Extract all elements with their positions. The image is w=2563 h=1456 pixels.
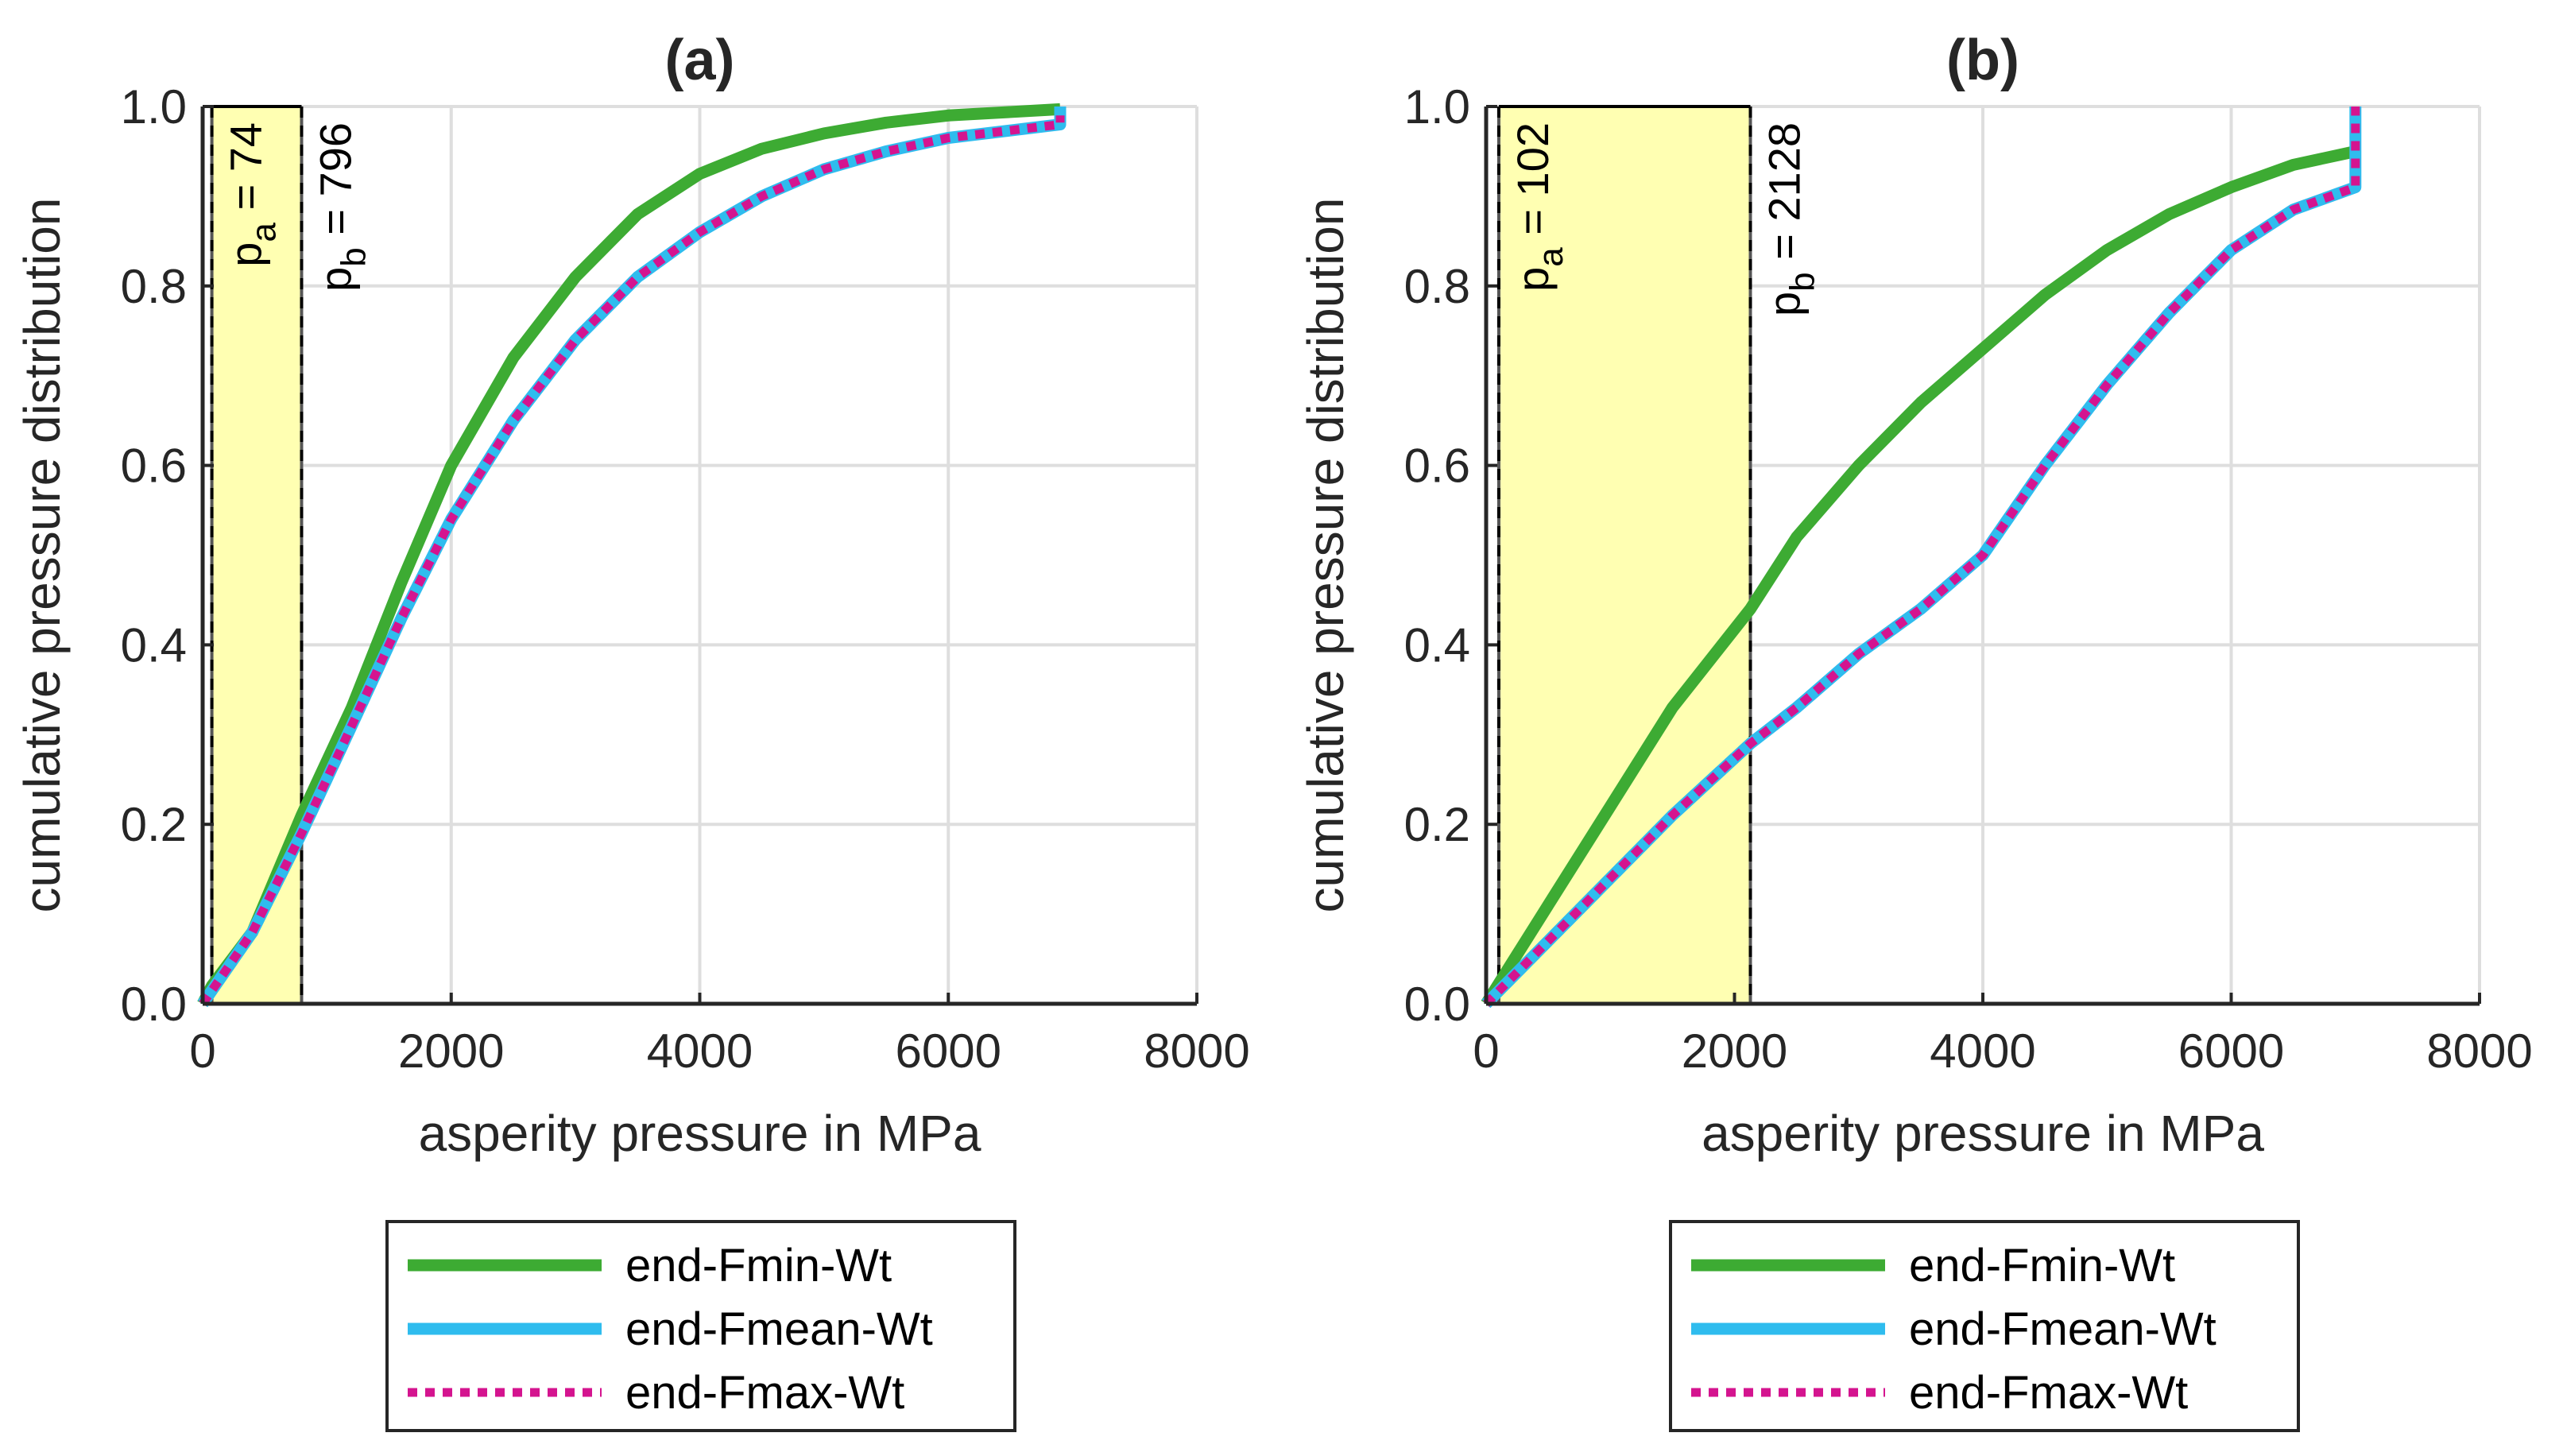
x-tick-label: 6000 — [2178, 1024, 2284, 1078]
legend-label: end-Fmean-Wt — [1909, 1303, 2216, 1355]
annotation-pa-value: = 102 — [1508, 122, 1558, 247]
x-tick-label: 0 — [1473, 1024, 1499, 1078]
legend: end-Fmin-Wt end-Fmean-Wt end-Fmax-Wt — [385, 1220, 1016, 1432]
x-tick-label: 6000 — [896, 1024, 1001, 1078]
x-axis-label: asperity pressure in MPa — [1702, 1105, 2264, 1162]
y-tick-label: 0.4 — [121, 618, 187, 672]
y-axis-label: cumulative pressure distribution — [14, 198, 71, 913]
y-tick-label: 0.8 — [1404, 260, 1470, 313]
annotation-pb-subscript: b — [1783, 272, 1822, 291]
annotation-pa-symbol: p — [221, 242, 271, 267]
y-tick-label: 0.2 — [121, 798, 187, 851]
y-tick-label: 0.8 — [121, 260, 187, 313]
annotation-pb-value: = 2128 — [1760, 122, 1810, 272]
y-tick-label: 0.6 — [121, 440, 187, 493]
x-tick-label: 2000 — [398, 1024, 504, 1078]
annotation-pb: pb = 796 — [310, 122, 373, 292]
series-line-end-fmin-wt — [1481, 145, 2357, 1007]
annotation-pa: pa = 74 — [221, 122, 284, 267]
y-tick-label: 0.0 — [1404, 978, 1470, 1031]
x-tick-label: 2000 — [1682, 1024, 1787, 1078]
y-tick-label: 1.0 — [1404, 80, 1470, 134]
y-tick-label: 0.4 — [1404, 618, 1470, 672]
series-line-end-fmax-wt — [199, 115, 1065, 1007]
y-axis-label: cumulative pressure distribution — [1297, 198, 1354, 913]
y-tick-label: 0.2 — [1404, 798, 1470, 851]
x-tick-label: 4000 — [647, 1024, 753, 1078]
annotation-pa-subscript: a — [1531, 247, 1570, 267]
annotation-pb-value: = 796 — [310, 122, 360, 247]
legend-label: end-Fmin-Wt — [625, 1240, 892, 1291]
annotation-pa-value: = 74 — [221, 122, 271, 223]
x-tick-label: 8000 — [2426, 1024, 2532, 1078]
legend: end-Fmin-Wt end-Fmean-Wt end-Fmax-Wt — [1669, 1220, 2300, 1432]
annotation-pa-subscript: a — [245, 223, 284, 242]
annotation-pb-subscript: b — [334, 247, 373, 266]
annotation-pa-symbol: p — [1508, 267, 1558, 292]
legend-label: end-Fmin-Wt — [1909, 1240, 2175, 1291]
chart-title: (a) — [665, 29, 735, 92]
annotation-pb: pb = 2128 — [1760, 122, 1822, 316]
y-tick-label: 0.6 — [1404, 440, 1470, 493]
annotation-pb-symbol: p — [310, 267, 360, 292]
legend-label: end-Fmax-Wt — [1909, 1367, 2188, 1419]
x-tick-label: 8000 — [1144, 1024, 1249, 1078]
annotation-pb-symbol: p — [1760, 292, 1810, 316]
chart-title: (b) — [1946, 29, 2019, 92]
x-tick-label: 0 — [189, 1024, 215, 1078]
x-axis-label: asperity pressure in MPa — [419, 1105, 981, 1162]
y-tick-label: 0.0 — [121, 978, 187, 1031]
shaded-region — [1498, 106, 1751, 1004]
series-line-end-fmax-wt — [1483, 106, 2360, 1007]
annotation-pa: pa = 102 — [1508, 122, 1570, 292]
legend-label: end-Fmean-Wt — [625, 1303, 933, 1355]
y-tick-label: 1.0 — [121, 80, 187, 134]
legend-label: end-Fmax-Wt — [625, 1367, 904, 1419]
x-tick-label: 4000 — [1930, 1024, 2035, 1078]
